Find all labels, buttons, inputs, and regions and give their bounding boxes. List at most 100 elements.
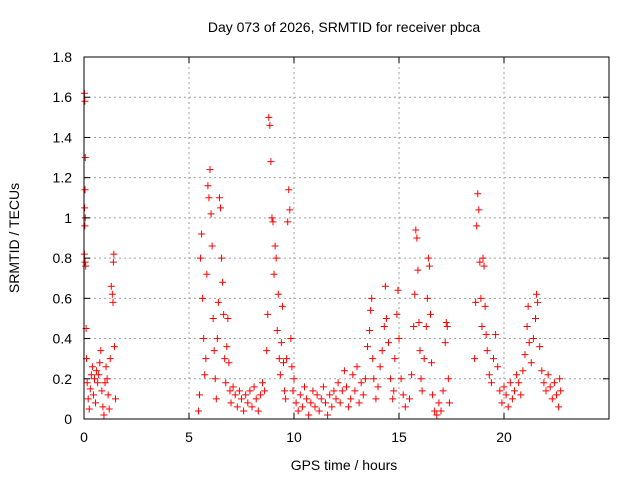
data-point [93,367,101,375]
data-point [271,242,279,250]
data-point [478,322,486,330]
data-point [391,355,399,363]
data-point [272,254,280,262]
data-point [555,403,563,411]
data-point [288,363,296,371]
data-point [214,298,222,306]
data-point [199,294,207,302]
data-point [201,371,209,379]
data-point [550,379,558,387]
data-point [322,399,329,407]
data-points [80,89,565,419]
data-point [86,385,94,393]
data-point [548,395,556,403]
data-point [533,290,541,298]
x-tick-label: 20 [496,429,512,445]
data-point [481,302,489,310]
data-point [309,387,317,395]
data-point [108,290,116,298]
data-point [406,395,413,403]
data-point [274,290,282,298]
data-point [202,355,210,363]
data-point [502,391,510,399]
data-point [500,383,508,391]
data-point [366,327,374,335]
data-point [443,322,451,330]
data-point [380,322,388,330]
data-point [83,379,91,387]
data-point [553,391,560,399]
data-point [313,391,321,399]
data-point [238,395,245,403]
data-point [298,403,306,411]
x-tick-label: 0 [80,429,88,445]
data-point [345,403,353,411]
data-point [420,355,428,363]
data-point [289,387,297,395]
data-point [110,343,118,351]
data-point [487,379,495,387]
data-point [212,395,220,403]
data-point [414,266,422,274]
data-point [278,302,286,310]
data-point [98,387,106,395]
data-point [207,210,215,218]
data-point [326,391,334,399]
data-point [231,391,239,399]
data-point [265,113,273,121]
data-point [340,367,348,375]
y-tick-label: 1.6 [53,89,73,105]
data-point [385,339,392,347]
data-point [211,375,219,383]
data-point [490,355,497,363]
data-point [85,405,93,413]
data-point [513,371,521,379]
data-point [353,363,361,371]
data-point [387,375,395,383]
data-point [527,359,535,367]
y-tick-label: 0.6 [53,290,73,306]
data-point [233,403,241,411]
data-point [217,204,224,212]
data-point [223,343,231,351]
axis-ticks: 0 0.2 0.4 0.6 0.8 1 1.2 1.4 1.6 1.8 0 5 10 15 20 [53,49,609,445]
data-point [196,391,203,399]
data-point [104,391,112,399]
data-point [292,399,300,407]
y-axis-label: SRMTID / TECUs [6,183,22,293]
data-point [240,407,248,415]
data-point [324,411,332,419]
data-point [285,186,293,194]
data-point [442,318,450,326]
y-tick-label: 1.8 [53,49,73,65]
data-point [261,387,269,395]
data-point [511,387,518,395]
data-point [410,322,418,330]
y-tick-label: 0.4 [53,331,73,347]
data-point [544,371,552,379]
y-tick-label: 1.2 [53,170,73,186]
data-point [330,387,338,395]
data-point [270,270,278,278]
data-point [254,407,262,415]
data-point [311,403,319,411]
data-point [418,387,426,395]
data-point [81,258,89,266]
data-point [441,339,449,347]
data-point [332,395,340,403]
data-point [433,411,441,419]
data-point [519,367,527,375]
data-point [376,363,384,371]
data-point [107,282,115,290]
data-point [364,343,371,351]
data-point [273,327,281,335]
data-point [444,375,452,383]
data-point [319,383,327,391]
data-point [372,395,380,403]
data-point [91,375,98,383]
data-point [338,387,346,395]
data-point [424,254,432,262]
data-point [525,339,533,347]
data-point [494,363,502,371]
